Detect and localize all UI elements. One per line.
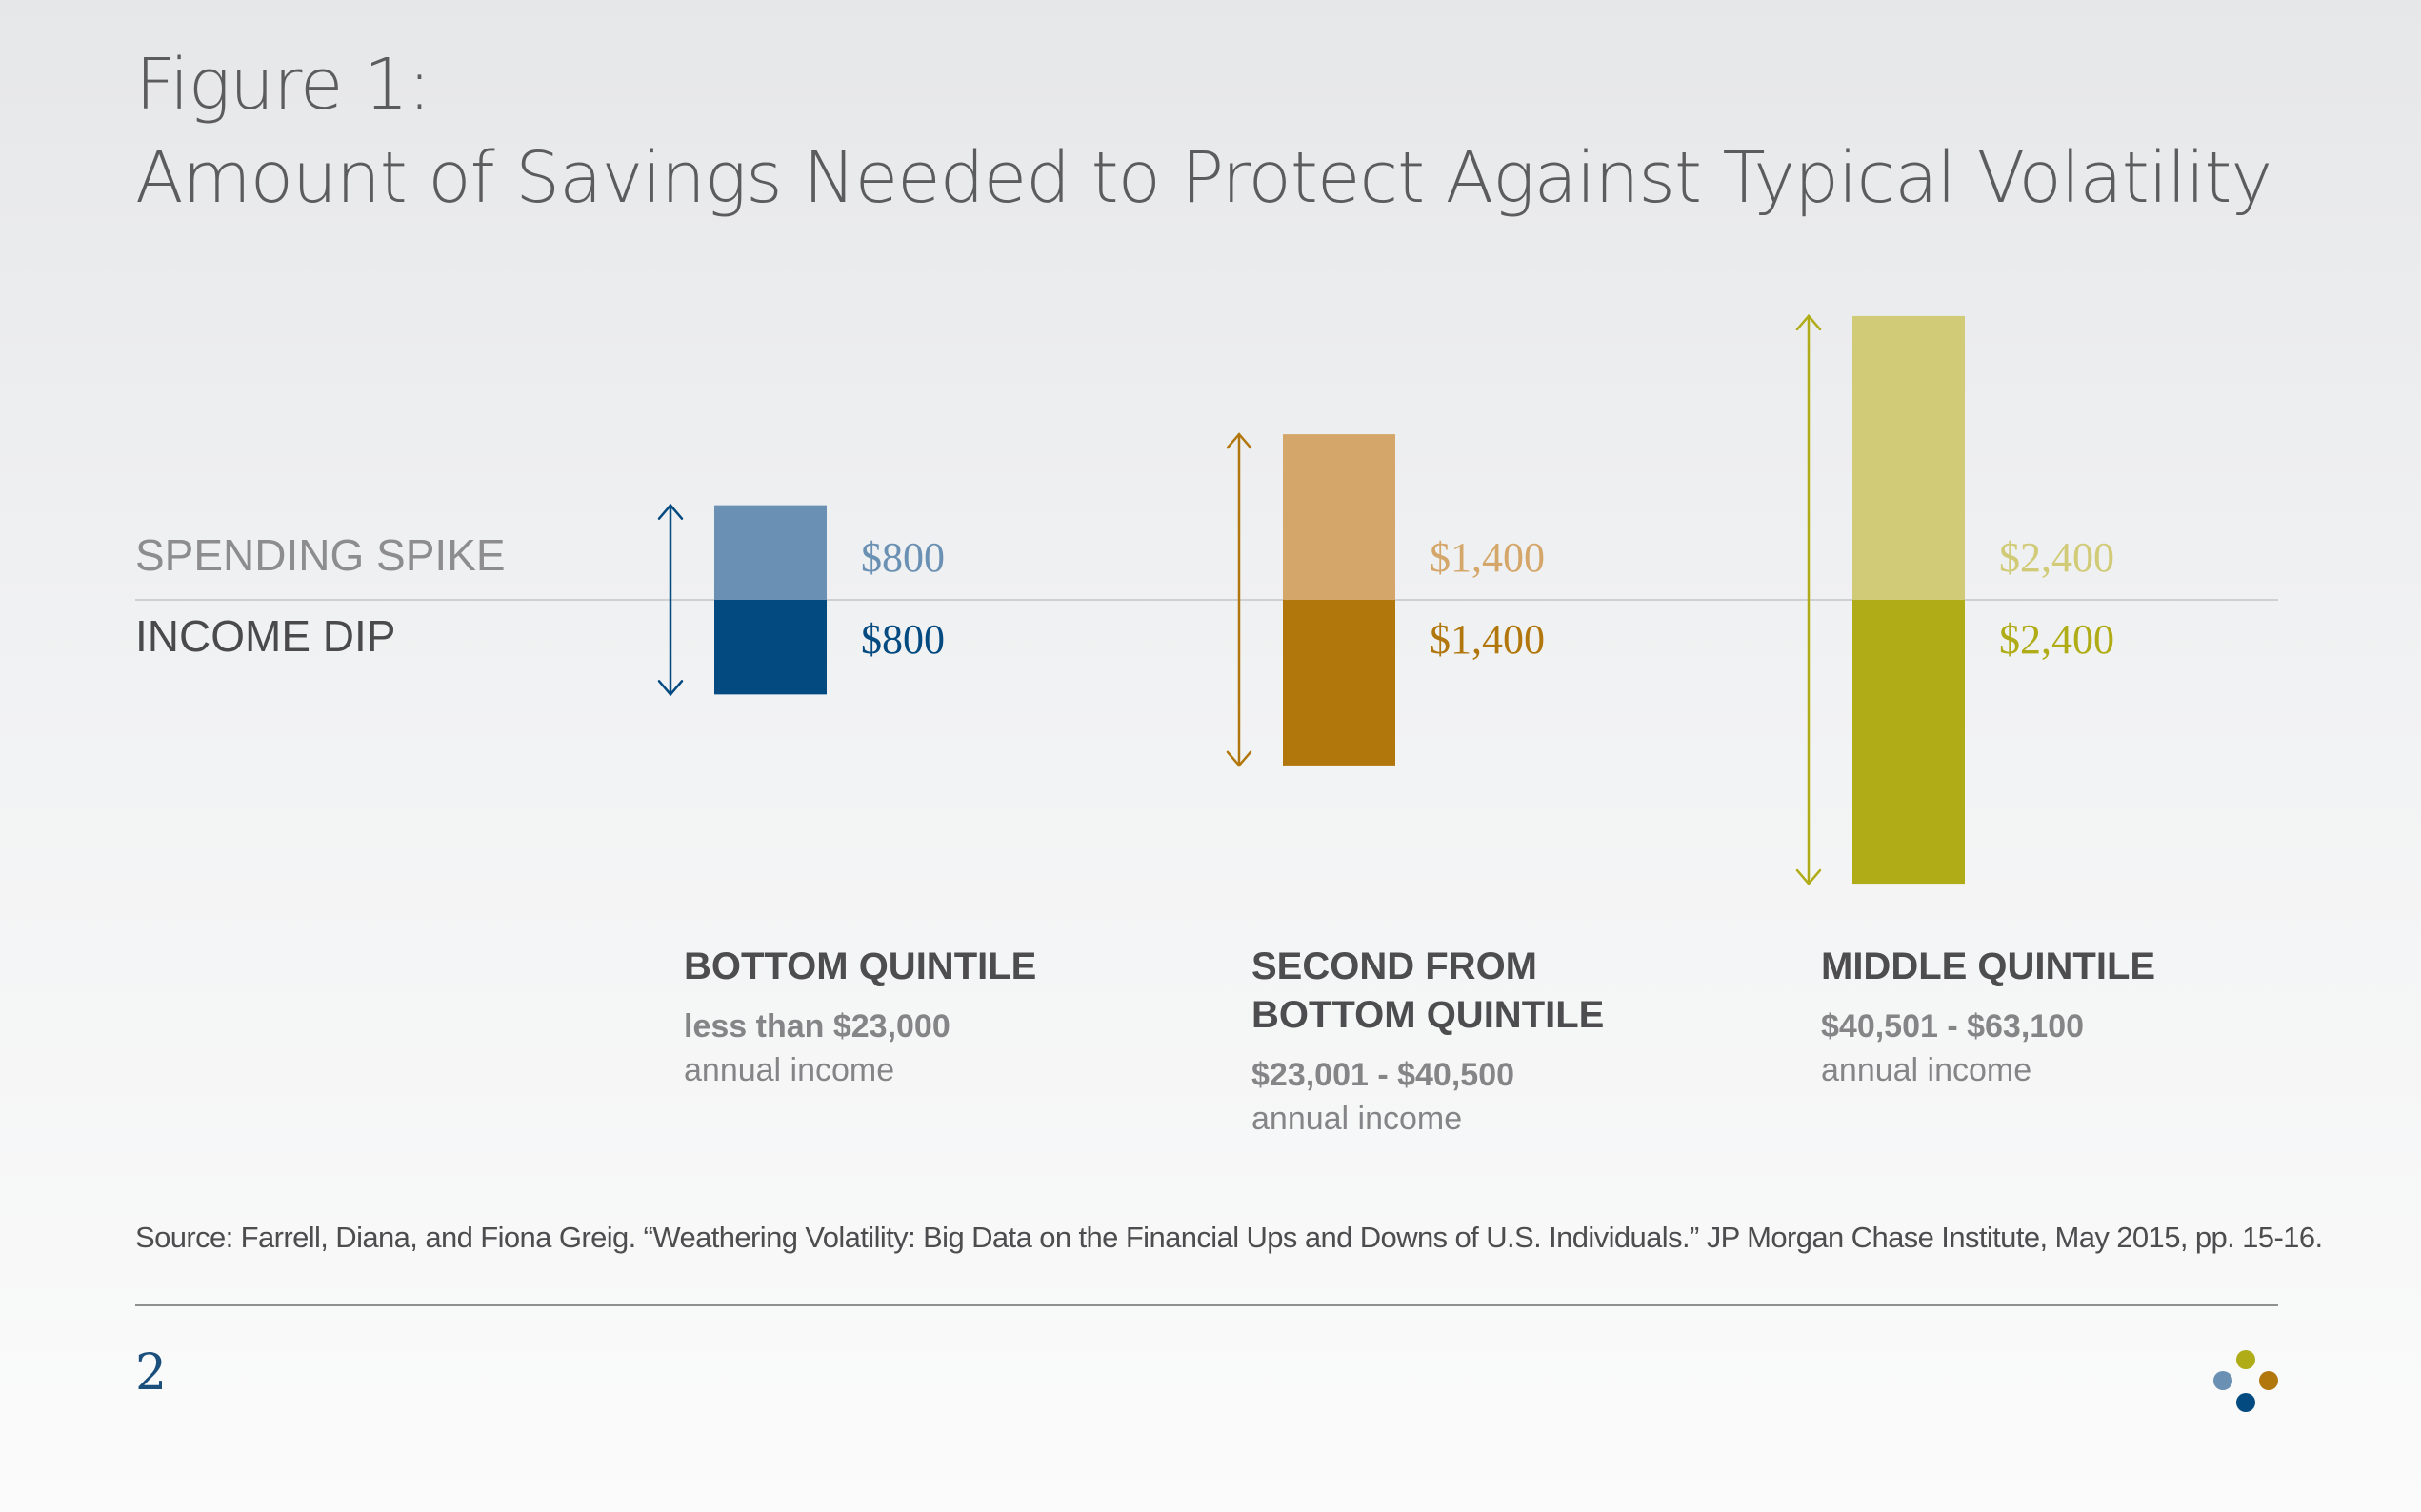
quintile-title: MIDDLE QUINTILE [1821,943,2354,991]
quintile-title-line: BOTTOM QUINTILE [1251,994,1605,1036]
quintile-title: BOTTOM QUINTILE [684,943,1217,991]
spending-spike-bar [1852,315,1965,600]
logo-dot [2236,1350,2255,1369]
income-dip-bar [1283,600,1395,766]
income-dip-bar [1852,600,1965,885]
logo-dot [2259,1371,2278,1390]
quintile-note: annual income [1821,1052,2032,1088]
spending-spike-label: SPENDING SPIKE [135,530,506,580]
quintile-range: $23,001 - $40,500 [1251,1057,1515,1093]
dip-value-label: $2,400 [1999,616,2114,663]
figure-title-line2: Amount of Savings Needed to Protect Agai… [135,137,2272,219]
quintile-bottom: BOTTOM QUINTILE less than $23,000 annual… [684,943,1217,1092]
logo-dot [2236,1393,2255,1412]
quintile-middle: MIDDLE QUINTILE $40,501 - $63,100 annual… [1821,943,2354,1092]
page-number: 2 [135,1344,168,1402]
quintile-note: annual income [1251,1101,1463,1137]
spending-spike-bar [1283,434,1395,600]
quintile-title-line: SECOND FROM [1251,945,1537,987]
dip-value-label: $800 [861,616,945,663]
spike-value-label: $2,400 [1999,534,2114,581]
savings-chart: $800 $800 $1,400 $1,400 $2,400 $2,400 [135,313,2278,886]
income-dip-bar [714,600,827,695]
quintile-second: SECOND FROM BOTTOM QUINTILE $23,001 - $4… [1251,943,1785,1141]
range-arrow-icon [1795,313,1822,886]
spike-value-label: $1,400 [1430,534,1545,581]
spending-spike-bar [714,505,827,600]
figure-title: Figure 1: Amount of Savings Needed to Pr… [135,38,2272,225]
quintile-note: annual income [684,1052,895,1088]
dip-value-label: $1,400 [1430,616,1545,663]
range-arrow-icon [657,503,684,697]
logo-dots-icon [2208,1344,2284,1421]
quintile-title: SECOND FROM BOTTOM QUINTILE [1251,943,1785,1040]
quintile-title-line: MIDDLE QUINTILE [1821,945,2156,987]
logo-dot [2213,1371,2232,1390]
range-arrow-icon [1226,432,1252,767]
quintile-range: $40,501 - $63,100 [1821,1008,2085,1044]
footer-divider [135,1304,2278,1306]
figure-title-line1: Figure 1: [135,44,431,126]
quintile-title-line: BOTTOM QUINTILE [684,945,1037,987]
quintile-range: less than $23,000 [684,1008,950,1044]
income-dip-label: INCOME DIP [135,611,396,661]
spike-value-label: $800 [861,534,945,581]
source-citation: Source: Farrell, Diana, and Fiona Greig.… [135,1221,2323,1254]
